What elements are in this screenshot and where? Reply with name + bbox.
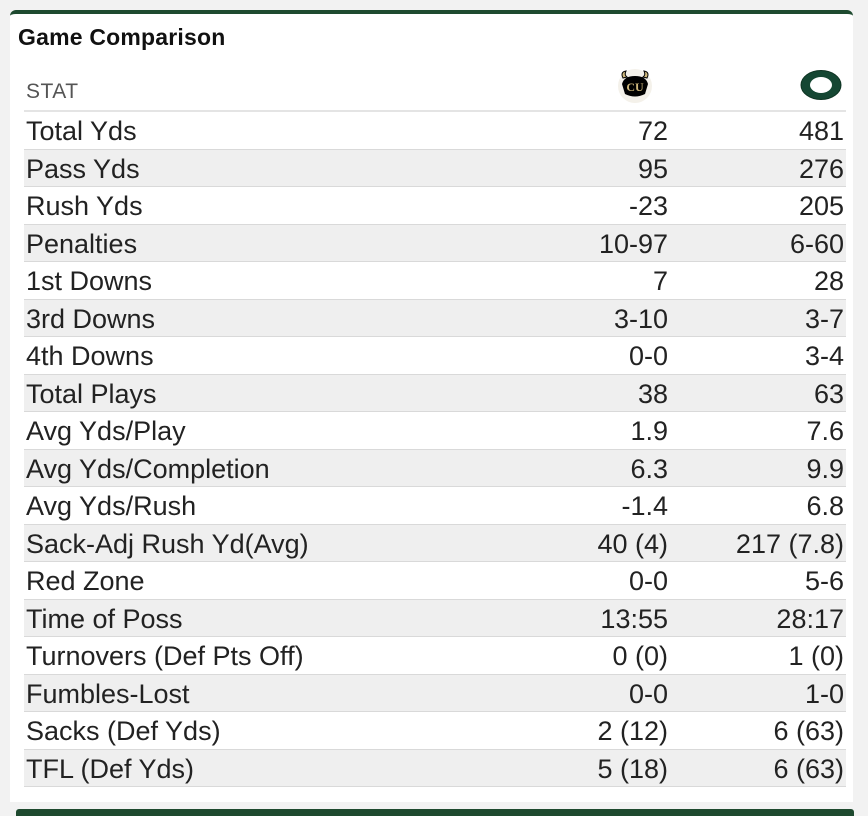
colorado-value: 0 (0) bbox=[612, 641, 668, 671]
oregon-value: 28:17 bbox=[776, 603, 844, 634]
stat-label: Avg Yds/Completion bbox=[26, 453, 270, 484]
table-row: Sacks (Def Yds) 2 (12) 6 (63) bbox=[24, 712, 846, 750]
stat-label: Pass Yds bbox=[26, 153, 140, 184]
stat-label: Turnovers (Def Pts Off) bbox=[26, 641, 304, 671]
table-row: 4th Downs 0-0 3-4 bbox=[24, 337, 846, 375]
oregon-value: 1 (0) bbox=[788, 641, 844, 671]
table-row: Time of Poss 13:55 28:17 bbox=[24, 599, 846, 637]
header-divider bbox=[24, 110, 846, 112]
oregon-value: 3-7 bbox=[804, 303, 844, 334]
stat-label: Red Zone bbox=[26, 566, 145, 596]
oregon-value: 6 (63) bbox=[773, 753, 844, 784]
table-row: Sack-Adj Rush Yd(Avg) 40 (4) 217 (7.8) bbox=[24, 524, 846, 562]
oregon-value: 481 bbox=[798, 116, 844, 146]
colorado-value: 10-97 bbox=[598, 228, 668, 259]
table-row: 1st Downs 7 28 bbox=[24, 262, 846, 300]
colorado-value: 40 (4) bbox=[597, 528, 668, 559]
table-row: 3rd Downs 3-10 3-7 bbox=[24, 299, 846, 337]
stat-column-header: STAT bbox=[26, 80, 79, 103]
stat-label: Total Plays bbox=[26, 378, 157, 409]
colorado-buffaloes-logo-icon[interactable]: CU bbox=[614, 66, 656, 104]
oregon-value: 1-0 bbox=[804, 678, 844, 709]
colorado-value: 0-0 bbox=[628, 678, 668, 709]
oregon-value: 6.8 bbox=[806, 491, 844, 521]
stat-label: 1st Downs bbox=[26, 266, 153, 296]
svg-text:CU: CU bbox=[626, 80, 644, 94]
colorado-value: 6.3 bbox=[630, 453, 668, 484]
table-row: Pass Yds 95 276 bbox=[24, 149, 846, 187]
oregon-ducks-logo-icon[interactable] bbox=[798, 68, 844, 102]
colorado-value: 1.9 bbox=[630, 416, 668, 446]
stat-label: 3rd Downs bbox=[26, 303, 156, 334]
table-row: Avg Yds/Completion 6.3 9.9 bbox=[24, 449, 846, 487]
table-row: Penalties 10-97 6-60 bbox=[24, 224, 846, 262]
colorado-value: 0-0 bbox=[628, 566, 668, 596]
stat-label: Time of Poss bbox=[26, 603, 183, 634]
colorado-value: 0-0 bbox=[628, 341, 668, 371]
table-row: Turnovers (Def Pts Off) 0 (0) 1 (0) bbox=[24, 637, 846, 675]
oregon-value: 28 bbox=[813, 266, 844, 296]
colorado-value: 7 bbox=[652, 266, 668, 296]
colorado-value: 3-10 bbox=[613, 303, 668, 334]
colorado-value: 2 (12) bbox=[597, 716, 668, 746]
oregon-value: 6-60 bbox=[789, 228, 844, 259]
table-row: Avg Yds/Play 1.9 7.6 bbox=[24, 412, 846, 450]
stat-label: Sack-Adj Rush Yd(Avg) bbox=[26, 528, 309, 559]
table-row: Fumbles-Lost 0-0 1-0 bbox=[24, 674, 846, 712]
stat-label: 4th Downs bbox=[26, 341, 154, 371]
oregon-value: 6 (63) bbox=[773, 716, 844, 746]
stat-label: Avg Yds/Play bbox=[26, 416, 186, 446]
card-title: Game Comparison bbox=[18, 24, 226, 50]
stat-label: Total Yds bbox=[26, 116, 137, 146]
colorado-value: 38 bbox=[637, 378, 668, 409]
table-row: Total Plays 38 63 bbox=[24, 374, 846, 412]
oregon-value: 217 (7.8) bbox=[735, 528, 844, 559]
stat-label: Fumbles-Lost bbox=[26, 678, 190, 709]
table-row: Avg Yds/Rush -1.4 6.8 bbox=[24, 487, 846, 525]
stat-label: Penalties bbox=[26, 228, 138, 259]
colorado-value: 95 bbox=[637, 153, 668, 184]
colorado-value: 72 bbox=[637, 116, 668, 146]
table-row: Rush Yds -23 205 bbox=[24, 187, 846, 225]
oregon-value: 276 bbox=[798, 153, 844, 184]
oregon-value: 3-4 bbox=[804, 341, 844, 371]
oregon-value: 63 bbox=[813, 378, 844, 409]
colorado-value: -23 bbox=[628, 191, 668, 221]
comparison-table: Total Yds 72 481 Pass Yds 95 276 Rush Yds -23 20… bbox=[24, 112, 846, 787]
stat-label: Avg Yds/Rush bbox=[26, 491, 197, 521]
table-row: Red Zone 0-0 5-6 bbox=[24, 562, 846, 600]
stat-label: Rush Yds bbox=[26, 191, 143, 221]
table-row: TFL (Def Yds) 5 (18) 6 (63) bbox=[24, 749, 846, 787]
oregon-value: 7.6 bbox=[806, 416, 844, 446]
stat-label: TFL (Def Yds) bbox=[26, 753, 195, 784]
colorado-value: 13:55 bbox=[600, 603, 668, 634]
table-row: Total Yds 72 481 bbox=[24, 112, 846, 150]
oregon-value: 5-6 bbox=[804, 566, 844, 596]
colorado-value: -1.4 bbox=[621, 491, 668, 521]
oregon-value: 9.9 bbox=[806, 453, 844, 484]
stat-label: Sacks (Def Yds) bbox=[26, 716, 221, 746]
game-comparison-card: Game Comparison STAT CU Total Yds 72 481 Pa… bbox=[10, 10, 853, 802]
oregon-value: 205 bbox=[798, 191, 844, 221]
colorado-value: 5 (18) bbox=[597, 753, 668, 784]
next-card-top-bar bbox=[16, 809, 854, 816]
